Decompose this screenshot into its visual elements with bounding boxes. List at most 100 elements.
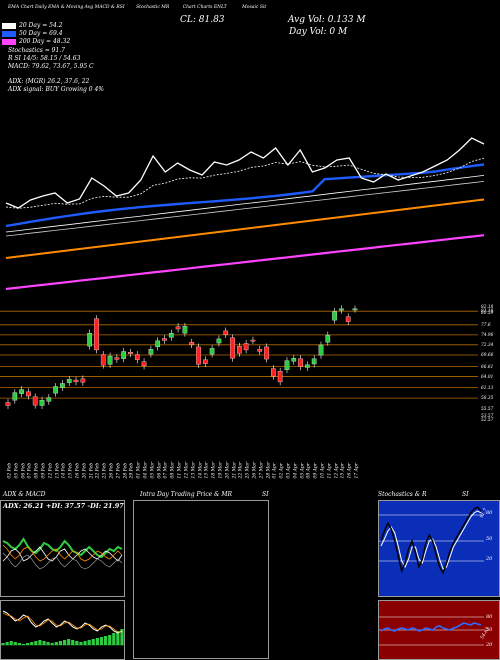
macd-histogram-bar — [75, 641, 79, 645]
date-tick-label: 12 Apr — [334, 463, 340, 479]
candle-body — [73, 379, 79, 383]
macd-histogram-bar — [38, 640, 42, 645]
macd-histogram-bar — [91, 639, 95, 645]
ema20-label: 20 Day = 54.2 — [19, 22, 63, 29]
macd-histogram-bar — [71, 640, 75, 645]
candle-body — [121, 351, 127, 359]
date-tick-label: 13 Mar — [191, 461, 197, 479]
date-tick-label: 26 Mar — [252, 461, 258, 479]
date-tick-label: 27 Mar — [259, 461, 265, 479]
candle-body — [325, 334, 331, 343]
date-tick-label: 11 Apr — [327, 463, 333, 479]
date-tick-label: 04 Mar — [143, 461, 149, 479]
ema200-label: 200 Day = 48.32 — [19, 38, 71, 45]
candle-body — [305, 364, 310, 368]
date-tick-label: 26 Feb — [109, 462, 115, 479]
date-tick-label: 08 Mar — [170, 461, 176, 479]
date-tick-label: 16 Feb — [75, 462, 81, 479]
candle-body — [223, 330, 229, 335]
candle-body — [264, 346, 269, 360]
date-tick-label: 05 Apr — [300, 463, 306, 479]
date-tick-label: 20 Feb — [82, 462, 88, 479]
macd-histogram-bar — [46, 642, 50, 645]
stochastics-readout: Stochastics = 91.7 — [8, 47, 65, 54]
candle-body — [271, 368, 276, 377]
date-tick-label: 19 Mar — [218, 461, 224, 479]
macd-histogram-bar — [67, 639, 71, 645]
date-tick-label: 14 Mar — [198, 461, 203, 479]
macd-histogram-bar — [62, 640, 67, 645]
rsi-level-50: 50 — [486, 627, 493, 633]
date-tick-label: 08 Feb — [34, 462, 40, 479]
date-tick-label: 02 Feb — [7, 462, 13, 479]
price-tick-label: 69.66 — [481, 353, 494, 359]
candle-body — [53, 386, 58, 394]
macd-histogram-bar — [30, 642, 34, 645]
macd-histogram-bar — [103, 636, 108, 645]
date-tick-label: 15 Feb — [68, 462, 74, 479]
intraday-panel — [133, 500, 269, 659]
ema20-line — [5, 157, 485, 209]
ema100-outer-line — [5, 181, 485, 237]
candle-body — [175, 326, 181, 330]
candle-body — [141, 361, 147, 367]
macd-histogram-bar — [1, 643, 5, 645]
date-tick-label: 05 Mar — [150, 461, 156, 479]
macd-panel — [0, 600, 125, 660]
candle-body — [189, 342, 195, 345]
adx-signal: ADX signal: BUY Growing 0 4% — [8, 86, 104, 93]
candle-body — [257, 349, 263, 352]
date-tick-label: 05 Feb — [14, 462, 20, 479]
date-tick-label: 11 Mar — [177, 461, 183, 479]
header-item: Sit — [259, 5, 267, 10]
date-tick-label: 13 Feb — [55, 462, 61, 479]
candle-body — [339, 308, 344, 311]
stoch-level-50: 50 — [486, 536, 493, 542]
candle-body — [5, 402, 11, 406]
candle-body — [311, 358, 317, 365]
plus-di-line — [2, 546, 123, 562]
candle-body — [345, 316, 351, 322]
macd-histogram-bar — [9, 641, 13, 645]
candle-body — [250, 339, 256, 342]
legend-ema20: 20 Day = 54.2 — [2, 22, 63, 29]
candle-body — [60, 383, 65, 388]
date-tick-label: 09 Apr — [313, 463, 319, 479]
ema-chart — [5, 137, 485, 290]
date-tick-label: 18 Mar — [211, 461, 217, 479]
macd-histogram-bar — [26, 643, 30, 645]
adx-panel-title: ADX & MACD — [3, 491, 46, 498]
candle-body — [230, 337, 235, 359]
date-tick-label: 12 Feb — [48, 462, 54, 479]
date-tick-label: 08 Apr — [306, 463, 312, 479]
ema100-line — [5, 175, 485, 233]
header-item: Mosaic — [242, 5, 259, 10]
date-tick-label: 22 Mar — [238, 461, 244, 479]
candle-body — [134, 354, 140, 360]
intraday-si-label: SI — [262, 491, 269, 498]
macd-line — [2, 610, 123, 634]
price-line — [5, 137, 485, 209]
price-tick-label: 77.6 — [481, 322, 491, 328]
candle-body — [26, 391, 31, 397]
candle-body — [87, 333, 92, 347]
price-tick-label: 81.18 — [481, 309, 494, 315]
rsi-level-20: 20 — [486, 642, 493, 648]
candle-body — [277, 371, 283, 383]
date-tick-label: 16 Apr — [347, 463, 353, 479]
candlestick-chart — [0, 305, 478, 409]
stochastics-plot — [379, 506, 484, 575]
price-tick-label: 61.13 — [481, 385, 494, 391]
date-tick-label: 04 Apr — [293, 463, 299, 479]
candle-body — [114, 357, 120, 360]
candle-body — [182, 326, 188, 334]
date-tick-label: 22 Feb — [95, 462, 101, 479]
candle-body — [12, 392, 18, 401]
candle-body — [332, 311, 337, 321]
date-tick-label: 17 Apr — [354, 463, 360, 479]
date-tick-label: 01 Apr — [272, 463, 278, 479]
macd-histogram-bar — [83, 641, 87, 645]
avg-volume: Avg Vol: 0.133 M — [288, 15, 366, 25]
date-tick-label: 21 Mar — [232, 461, 238, 479]
header-item: Chart — [182, 5, 196, 10]
